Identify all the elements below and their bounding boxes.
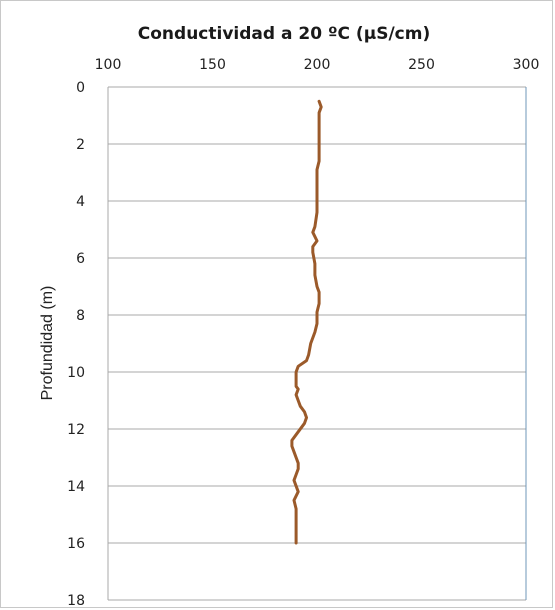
y-tick-label: 12: [67, 422, 85, 438]
y-tick-label: 14: [67, 479, 85, 495]
y-axis-label: Profundidad (m): [39, 286, 56, 401]
y-tick-labels: 0 2 4 6 8 10 12 14 16 18: [67, 80, 85, 609]
y-tick-label: 10: [67, 365, 85, 381]
y-tick-label: 6: [76, 251, 85, 267]
y-tick-label: 8: [76, 308, 85, 324]
x-tick-label: 300: [513, 57, 540, 73]
x-tick-label: 150: [199, 57, 226, 73]
axes: [107, 87, 527, 600]
chart-title: Conductividad a 20 ºC (µS/cm): [138, 24, 430, 44]
series: [290, 99, 323, 545]
y-tick-label: 2: [76, 137, 85, 153]
x-tick-labels: 100 150 200 250 300: [95, 57, 540, 73]
y-tick-label: 4: [76, 194, 85, 210]
y-tick-label: 18: [67, 593, 85, 609]
series-line: [290, 99, 323, 545]
y-tick-label: 0: [76, 80, 85, 96]
y-tick-label: 16: [67, 536, 85, 552]
x-tick-label: 100: [95, 57, 122, 73]
x-tick-label: 250: [408, 57, 435, 73]
x-tick-label: 200: [304, 57, 331, 73]
